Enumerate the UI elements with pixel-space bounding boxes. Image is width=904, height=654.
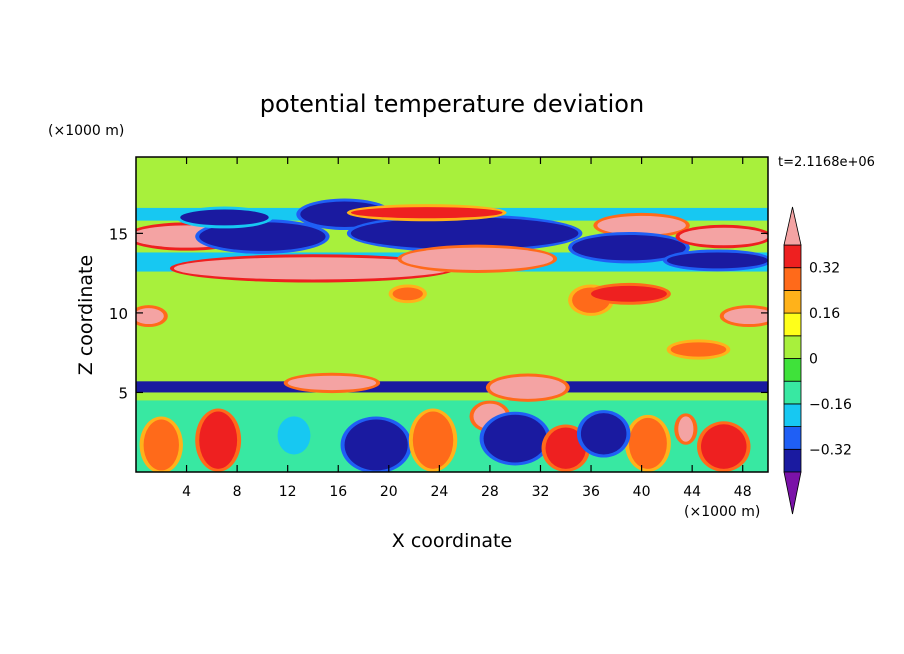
contour-blob-14 — [723, 308, 768, 325]
colorbar-segment-1 — [783, 426, 802, 450]
x-tick-label-0: 4 — [182, 484, 191, 500]
contour-blob-25 — [412, 411, 454, 469]
contour-blob-26 — [483, 414, 547, 463]
x-tick-label-3: 16 — [329, 484, 347, 500]
y-axis: 5 10 15 — [109, 225, 768, 402]
contour-blob-28 — [628, 417, 667, 469]
colorbar: 0.32 0.16 0 −0.16 −0.32 — [783, 206, 852, 515]
contour-blob-19 — [489, 376, 566, 399]
contour-band-5 — [136, 381, 768, 393]
colorbar-label-0: 0.32 — [809, 261, 840, 277]
contour-band-4 — [136, 341, 768, 377]
x-tick-label-6: 28 — [481, 484, 499, 500]
x-tick-label-1: 8 — [233, 484, 242, 500]
x-tick-label-9: 40 — [633, 484, 651, 500]
x-tick-label-7: 32 — [532, 484, 550, 500]
y-tick-label-1: 10 — [109, 305, 128, 323]
contour-blob-5 — [350, 217, 579, 250]
contour-blob-6 — [401, 247, 554, 270]
contour-blob-24 — [344, 419, 408, 471]
x-tick-label-10: 44 — [683, 484, 701, 500]
contour-blob-22 — [143, 419, 179, 471]
colorbar-segment-0 — [783, 448, 802, 473]
x-tick-label-5: 24 — [430, 484, 448, 500]
contour-blob-29 — [701, 424, 747, 469]
contour-blob-18 — [287, 375, 377, 391]
contour-blob-16 — [392, 287, 423, 301]
contour-blob-15 — [136, 308, 164, 325]
y-units-label: (×1000 m) — [48, 123, 124, 139]
x-tick-label-4: 20 — [380, 484, 398, 500]
x-axis: 4 8 12 16 20 24 28 32 36 40 44 48 — [182, 157, 752, 500]
contour-blob-23 — [199, 411, 238, 469]
colorbar-segment-6 — [783, 312, 802, 337]
x-tick-label-11: 48 — [734, 484, 752, 500]
colorbar-label-4: −0.32 — [809, 442, 852, 458]
contour-blob-8 — [597, 215, 686, 235]
x-tick-label-8: 36 — [582, 484, 600, 500]
contour-blob-4 — [180, 209, 269, 226]
contour-blob-27 — [545, 427, 586, 469]
contour-blob-10 — [679, 227, 768, 246]
contour-field — [136, 157, 768, 472]
colorbar-segment-3 — [783, 380, 802, 405]
plot-frame — [135, 156, 769, 473]
colorbar-segment-4 — [783, 358, 802, 382]
contour-band-1 — [136, 157, 768, 205]
contour-band-3 — [136, 297, 768, 337]
y-axis-title: Z coordinate — [75, 255, 97, 375]
colorbar-segment-7 — [783, 289, 802, 314]
contour-blob-9 — [572, 234, 686, 261]
colorbar-lower-triangle — [783, 471, 802, 515]
contour-blob-31 — [580, 413, 627, 455]
colorbar-label-3: −0.16 — [809, 397, 852, 413]
contour-blob-1 — [173, 257, 453, 280]
colorbar-segment-9 — [783, 244, 802, 269]
y-tick-label-2: 15 — [109, 225, 128, 243]
contour-blob-17 — [670, 342, 727, 357]
colorbar-upper-triangle — [783, 206, 802, 246]
contour-blob-13 — [591, 285, 667, 302]
contour-blob-21 — [678, 416, 694, 442]
y-tick-label-0: 5 — [118, 384, 128, 402]
contour-blob-11 — [666, 252, 768, 269]
contour-blob-7 — [350, 207, 503, 219]
x-axis-title: X coordinate — [392, 530, 512, 552]
colorbar-label-2: 0 — [809, 352, 818, 368]
x-units-label: (×1000 m) — [684, 504, 760, 520]
x-tick-label-2: 12 — [279, 484, 297, 500]
colorbar-label-1: 0.16 — [809, 306, 840, 322]
colorbar-segment-2 — [783, 403, 802, 427]
time-label: t=2.1168e+06 — [778, 155, 875, 170]
contour-blob-30 — [277, 416, 311, 455]
contour-blob-3 — [199, 222, 326, 251]
chart-title: potential temperature deviation — [260, 90, 644, 118]
colorbar-segment-8 — [783, 267, 802, 291]
colorbar-segment-5 — [783, 335, 802, 359]
